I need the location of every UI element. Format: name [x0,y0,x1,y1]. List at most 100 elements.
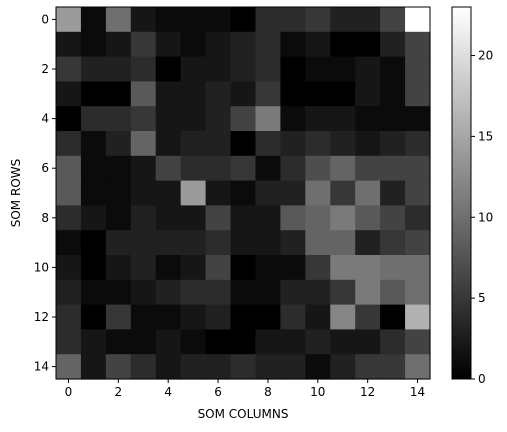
x-tick-label: 14 [410,385,425,399]
heatmap-cell-r0-c5 [180,7,207,33]
heatmap-cell-r5-c3 [130,131,157,157]
heatmap-cell-r1-c2 [105,31,132,58]
heatmap-cell-r14-c1 [80,354,107,380]
x-tick-label: 2 [115,385,123,399]
x-tick-label: 4 [164,385,172,399]
heatmap-cell-r6-c1 [80,155,107,182]
heatmap-cell-r8-c13 [380,205,406,231]
heatmap-cell-r4-c5 [180,106,207,132]
heatmap-cell-r4-c3 [130,106,157,132]
y-axis-label: SOM ROWS [9,159,23,228]
heatmap-cell-r8-c10 [305,205,331,231]
heatmap-cell-r4-c1 [80,106,107,132]
heatmap-cell-r3-c5 [180,81,207,107]
heatmap-cell-r10-c6 [205,255,232,281]
heatmap-cell-r14-c13 [380,354,406,380]
heatmap-cell-r10-c2 [105,255,132,281]
heatmap-cell-r5-c13 [380,131,406,157]
heatmap-cell-r13-c9 [280,329,306,355]
heatmap-cell-r7-c14 [405,180,431,206]
heatmap-cell-r5-c10 [305,131,331,157]
heatmap-cell-r3-c0 [56,81,82,107]
heatmap-cell-r9-c2 [105,230,132,256]
heatmap-cell-r10-c4 [155,255,182,281]
heatmap-cell-r4-c9 [280,106,306,132]
heatmap-cell-r10-c3 [130,255,157,281]
heatmap-cell-r8-c9 [280,205,306,231]
plot-frame [55,6,431,380]
heatmap-cell-r5-c0 [56,131,82,157]
heatmap-cell-r6-c6 [205,155,232,182]
heatmap-cell-r0-c7 [230,7,257,33]
heatmap-cell-r7-c9 [280,180,306,206]
heatmap-cell-r2-c5 [180,56,207,82]
y-tick-label: 10 [34,260,49,274]
heatmap-cell-r5-c8 [255,131,281,157]
heatmap-cell-r2-c12 [355,56,381,82]
heatmap-cell-r14-c8 [255,354,281,380]
heatmap-cell-r2-c14 [405,56,431,82]
heatmap-cell-r14-c12 [355,354,381,380]
heatmap-cell-r0-c9 [280,7,306,33]
heatmap-cell-r9-c4 [155,230,182,256]
x-tick-label: 6 [214,385,222,399]
heatmap-cell-r6-c9 [280,155,306,182]
heatmap-cell-r14-c6 [205,354,232,380]
heatmap-cell-r1-c7 [230,31,257,58]
heatmap-cell-r0-c6 [205,7,232,33]
heatmap-cell-r4-c8 [255,106,281,132]
heatmap-cell-r8-c1 [80,205,107,231]
heatmap-cell-r5-c9 [280,131,306,157]
heatmap-cell-r2-c3 [130,56,157,82]
heatmap-cell-r2-c1 [80,56,107,82]
heatmap-cell-r13-c2 [105,329,132,355]
heatmap-cell-r10-c0 [56,255,82,281]
heatmap-cell-r9-c3 [130,230,157,256]
x-tick-label: 12 [360,385,375,399]
heatmap-cell-r4-c13 [380,106,406,132]
heatmap-cell-r13-c11 [330,329,356,355]
heatmap-cell-r12-c5 [180,304,207,330]
heatmap-cell-r5-c5 [180,131,207,157]
heatmap-cell-r10-c11 [330,255,356,281]
heatmap-cell-r11-c3 [130,279,157,306]
heatmap-cell-r0-c13 [380,7,406,33]
heatmap-cell-r4-c2 [105,106,132,132]
heatmap-cell-r0-c8 [255,7,281,33]
heatmap-cell-r13-c4 [155,329,182,355]
colorbar [451,6,472,380]
heatmap-cell-r8-c2 [105,205,132,231]
heatmap-cell-r8-c11 [330,205,356,231]
heatmap-cell-r3-c10 [305,81,331,107]
colorbar-tick-label: 15 [478,129,493,143]
y-tick-label: 14 [34,360,49,374]
y-axis-ticks: 0 2 4 6 8 10 12 14 [34,12,56,374]
heatmap-cell-r1-c1 [80,31,107,58]
heatmap-cell-r6-c4 [155,155,182,182]
heatmap-cell-r7-c11 [330,180,356,206]
heatmap-cell-r11-c14 [405,279,431,306]
heatmap-cell-r6-c13 [380,155,406,182]
heatmap-cell-r7-c8 [255,180,281,206]
heatmap-cell-r11-c10 [305,279,331,306]
heatmap-cell-r10-c7 [230,255,257,281]
heatmap-cell-r1-c3 [130,31,157,58]
colorbar-tick-label: 10 [478,210,493,224]
heatmap-cell-r7-c2 [105,180,132,206]
heatmap-cell-r11-c1 [80,279,107,306]
heatmap-cell-r6-c3 [130,155,157,182]
heatmap-cell-r3-c3 [130,81,157,107]
heatmap-cell-r14-c14 [405,354,431,380]
heatmap-cell-r10-c10 [305,255,331,281]
y-tick-label: 2 [41,62,49,76]
heatmap-cell-r5-c14 [405,131,431,157]
colorbar-tick-label: 0 [478,372,486,386]
x-axis-label: SOM COLUMNS [198,407,289,421]
heatmap-cell-r13-c0 [56,329,82,355]
heatmap-cell-r1-c12 [355,31,381,58]
heatmap-cell-r8-c6 [205,205,232,231]
heatmap-cell-r6-c5 [180,155,207,182]
heatmap-cell-r4-c6 [205,106,232,132]
heatmap-cell-r10-c1 [80,255,107,281]
heatmap-cell-r4-c12 [355,106,381,132]
